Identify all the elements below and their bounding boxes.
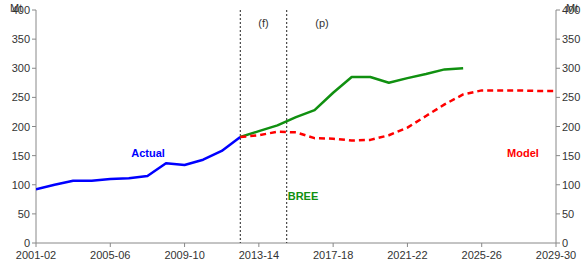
y-tick-label: 350 (12, 33, 30, 45)
y-tick (32, 39, 36, 40)
x-tick (333, 243, 334, 247)
x-tick-label: 2025-26 (462, 249, 502, 261)
y-tick (32, 155, 36, 156)
series-line (36, 137, 240, 189)
y2-tick-label: 300 (562, 62, 580, 74)
x-tick-label: 2021-22 (387, 249, 427, 261)
y2-axis-label: Mt (566, 2, 578, 14)
period-annotation: (f) (258, 17, 268, 29)
x-tick (407, 243, 408, 247)
series-label: Model (507, 147, 539, 159)
y-tick (32, 68, 36, 69)
y-tick-label: 200 (12, 121, 30, 133)
y-axis-label: Mt (10, 2, 22, 14)
y2-tick (556, 68, 560, 69)
series-line (240, 90, 556, 140)
series-line (240, 68, 463, 137)
y-tick-label: 150 (12, 150, 30, 162)
y2-tick (556, 97, 560, 98)
x-tick (36, 243, 37, 247)
x-tick (258, 243, 259, 247)
y2-tick (556, 155, 560, 156)
y-tick (32, 184, 36, 185)
x-tick-label: 2009-10 (164, 249, 204, 261)
x-tick (110, 243, 111, 247)
y-tick-label: 0 (24, 237, 30, 249)
y2-tick-label: 200 (562, 121, 580, 133)
y2-tick-label: 50 (562, 208, 574, 220)
x-tick (556, 243, 557, 247)
period-divider (286, 10, 287, 243)
y2-tick (556, 243, 560, 244)
y-tick-label: 50 (18, 208, 30, 220)
y-tick (32, 213, 36, 214)
x-tick-label: 2001-02 (16, 249, 56, 261)
y2-tick (556, 10, 560, 11)
y-tick-label: 300 (12, 62, 30, 74)
chart: 0501001502002503003504000501001502002503… (0, 0, 586, 265)
y2-tick-label: 150 (562, 150, 580, 162)
period-divider (240, 10, 241, 243)
y2-tick (556, 39, 560, 40)
x-tick (184, 243, 185, 247)
x-tick (481, 243, 482, 247)
x-tick-label: 2029-30 (536, 249, 576, 261)
series-label: BREE (288, 190, 319, 202)
y2-tick (556, 126, 560, 127)
y2-tick (556, 184, 560, 185)
y-tick (32, 243, 36, 244)
series-group (36, 68, 556, 189)
x-tick-label: 2005-06 (90, 249, 130, 261)
y2-tick (556, 213, 560, 214)
x-tick-label: 2017-18 (313, 249, 353, 261)
y2-tick-label: 100 (562, 179, 580, 191)
y2-tick-label: 0 (562, 237, 568, 249)
y-tick-label: 100 (12, 179, 30, 191)
y-tick (32, 126, 36, 127)
x-tick-label: 2013-14 (239, 249, 279, 261)
x-axis-line (36, 243, 556, 244)
y-tick (32, 10, 36, 11)
y2-tick-label: 350 (562, 33, 580, 45)
y2-tick-label: 250 (562, 91, 580, 103)
series-label: Actual (131, 147, 165, 159)
period-annotation: (p) (315, 17, 328, 29)
y-tick (32, 97, 36, 98)
y-tick-label: 250 (12, 91, 30, 103)
